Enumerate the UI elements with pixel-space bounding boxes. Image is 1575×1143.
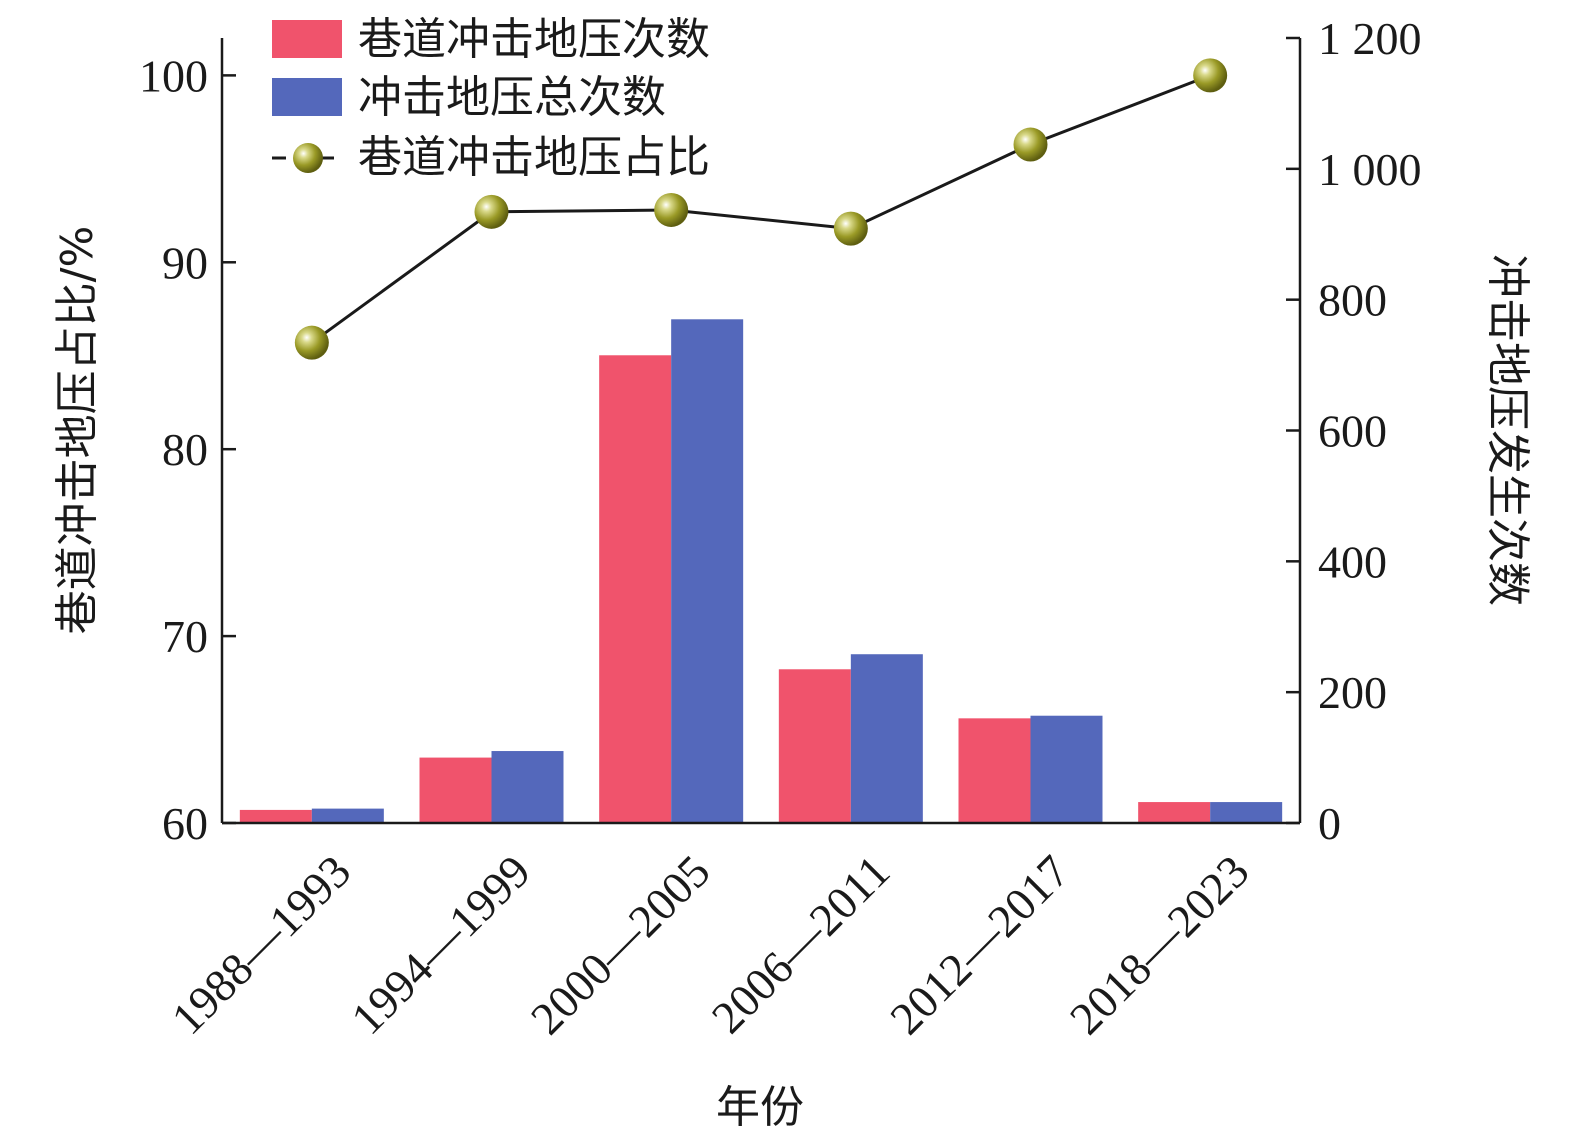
right-ticks: 0 200 400 600 800 1 000 1 200 [1286,13,1422,849]
x-tick-label-3: 2006—2011 [702,845,899,1042]
right-tick-label-5: 1 000 [1318,144,1422,195]
left-tick-label-2: 80 [162,424,208,475]
bar-roadway-0 [239,809,312,823]
bar-total-4 [1030,715,1103,823]
legend-label-total-count: 冲击地压总次数 [358,72,666,123]
bar-total-3 [850,654,923,823]
bar-total-1 [491,751,564,823]
x-tick-label-5: 2018—2023 [1060,845,1259,1044]
point-ratio-3 [833,211,868,246]
left-ticks: 60 70 80 90 100 [139,50,236,849]
point-ratio-0 [294,325,329,360]
right-axis-title: 冲击地压发生次数 [1482,254,1533,606]
left-tick-label-1: 70 [162,611,208,662]
right-tick-label-2: 400 [1318,536,1387,587]
legend-label-roadway-count: 巷道冲击地压次数 [358,14,710,65]
points-layer [294,58,1228,360]
x-axis-title: 年份 [716,1082,804,1133]
point-ratio-1 [474,194,509,229]
bar-roadway-2 [599,355,672,823]
legend-swatch-total-count [272,78,342,116]
right-tick-label-1: 200 [1318,667,1387,718]
point-ratio-2 [654,192,689,227]
point-ratio-4 [1013,127,1048,162]
point-ratio-5 [1193,58,1228,93]
left-axis-title: 巷道冲击地压占比/% [52,226,103,635]
bar-roadway-4 [958,718,1031,823]
series-line-ratio [310,73,1211,344]
right-tick-label-6: 1 200 [1318,13,1422,64]
bar-roadway-1 [419,757,492,823]
bar-roadway-3 [778,669,851,823]
bar-roadway-5 [1138,802,1211,823]
right-tick-label-4: 800 [1318,275,1387,326]
x-tick-label-0: 1988—1993 [162,845,361,1044]
legend: 巷道冲击地压次数 冲击地压总次数 巷道冲击地压占比 [272,14,710,183]
bars-layer [239,319,1283,823]
right-tick-label-3: 600 [1318,406,1387,457]
x-tick-label-2: 2000—2005 [521,845,720,1044]
bar-total-5 [1210,802,1283,823]
left-tick-label-3: 90 [162,237,208,288]
bar-total-0 [311,808,384,823]
x-tick-label-1: 1994—1999 [341,845,540,1044]
x-tick-label-4: 2012—2017 [880,845,1079,1044]
bar-total-2 [671,319,744,823]
legend-label-ratio: 巷道冲击地压占比 [358,132,710,183]
left-tick-label-4: 100 [139,50,208,101]
legend-swatch-roadway-count [272,20,342,58]
left-tick-label-0: 60 [162,798,208,849]
right-tick-label-0: 0 [1318,798,1341,849]
x-ticks: 1988—19931994—19992000—20052006—20112012… [162,845,1259,1044]
legend-marker-ratio [293,143,323,173]
